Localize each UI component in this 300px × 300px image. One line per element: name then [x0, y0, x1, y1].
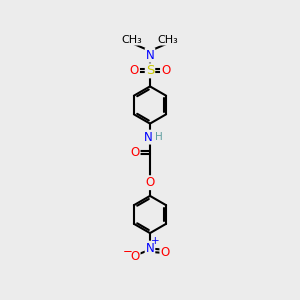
Text: −: − [123, 244, 133, 258]
Text: N: N [144, 130, 153, 144]
Text: H: H [154, 132, 162, 142]
Text: N: N [146, 49, 154, 62]
Text: O: O [130, 64, 139, 77]
Text: O: O [161, 64, 170, 77]
Text: O: O [160, 246, 169, 259]
Text: O: O [146, 176, 154, 189]
Text: CH₃: CH₃ [122, 34, 142, 45]
Text: N: N [146, 242, 154, 255]
Text: +: + [151, 236, 160, 247]
Text: S: S [146, 64, 154, 77]
Text: CH₃: CH₃ [158, 34, 178, 45]
Text: O: O [130, 250, 140, 263]
Text: O: O [130, 146, 140, 159]
